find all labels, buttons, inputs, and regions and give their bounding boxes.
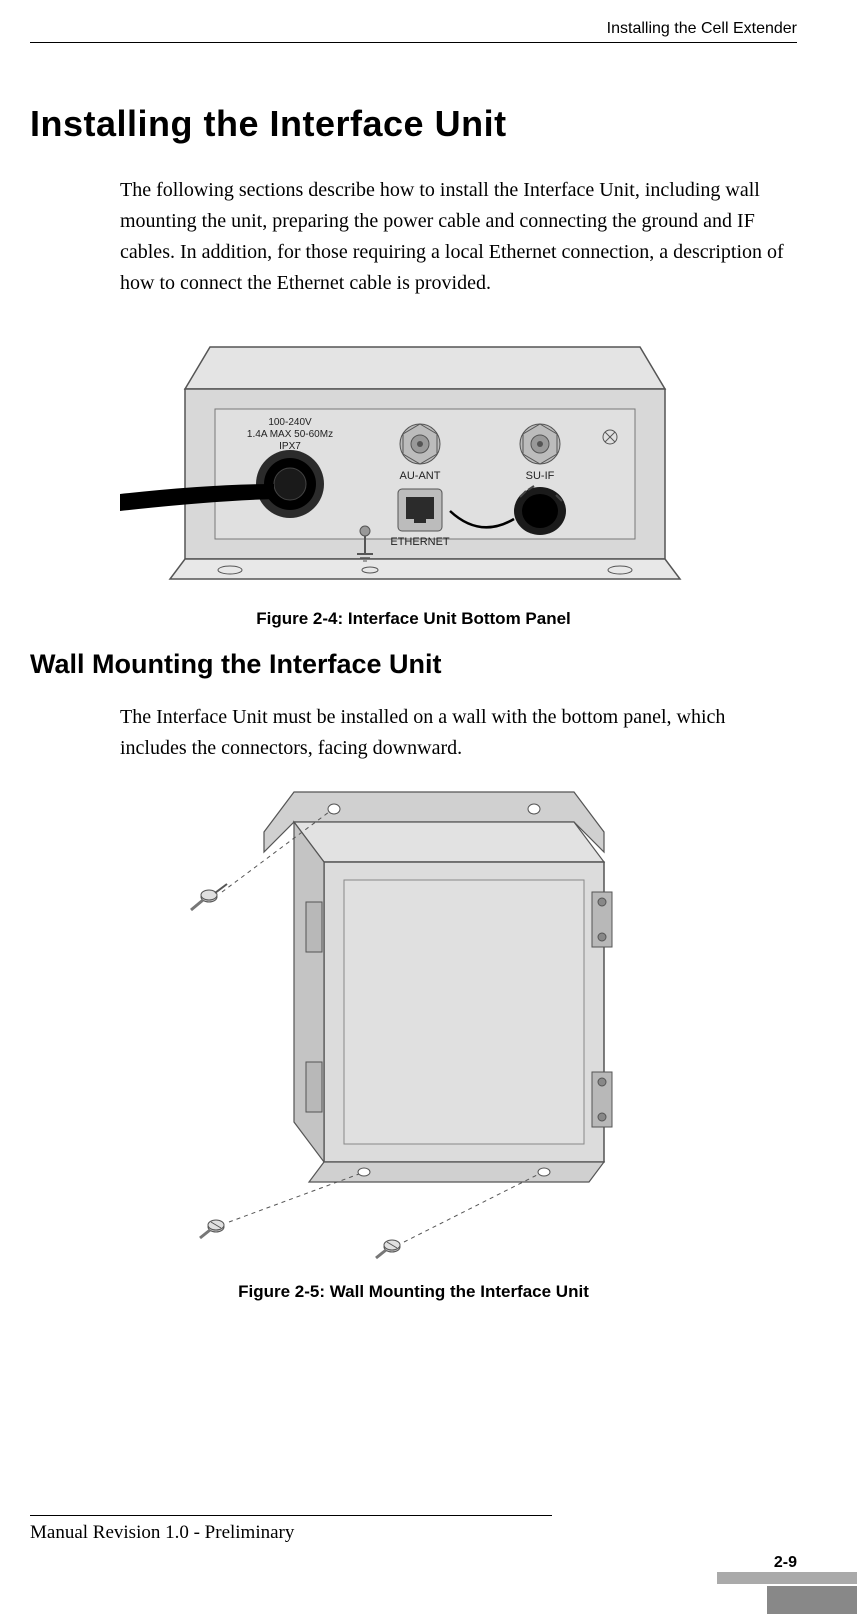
sub-heading-wall-mount: Wall Mounting the Interface Unit [30, 649, 797, 680]
su-if-label: SU-IF [526, 470, 555, 482]
footer-rule [30, 1515, 552, 1516]
wall-mount-paragraph: The Interface Unit must be installed on … [120, 702, 797, 764]
intro-paragraph: The following sections describe how to i… [120, 175, 797, 299]
wall-mount-diagram [134, 772, 694, 1272]
main-heading: Installing the Interface Unit [30, 103, 797, 145]
au-ant-label: AU-ANT [400, 470, 441, 482]
page-header: Installing the Cell Extender [30, 20, 797, 43]
footer-revision: Manual Revision 1.0 - Preliminary [30, 1522, 294, 1543]
document-page: Installing the Cell Extender Installing … [0, 0, 857, 1584]
power-spec-line2: 1.4A MAX 50-60Mz [247, 429, 333, 440]
footer-decoration [717, 1554, 857, 1614]
figure-2-5 [120, 772, 707, 1272]
figure-2-4-caption: Figure 2-4: Interface Unit Bottom Panel [30, 609, 797, 629]
ethernet-label: ETHERNET [390, 536, 450, 548]
figure-2-5-caption: Figure 2-5: Wall Mounting the Interface … [30, 1282, 797, 1302]
header-section-title: Installing the Cell Extender [607, 20, 797, 37]
page-footer: Manual Revision 1.0 - Preliminary 2-9 [30, 1515, 797, 1544]
power-spec-line1: 100-240V [268, 417, 312, 428]
figure-2-4: 100-240V 1.4A MAX 50-60Mz IPX7 AU-ANT SU… [120, 339, 707, 599]
interface-unit-bottom-panel-diagram: 100-240V 1.4A MAX 50-60Mz IPX7 AU-ANT SU… [120, 339, 720, 599]
